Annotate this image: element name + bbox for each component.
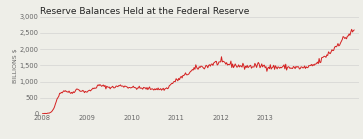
Text: Reserve Balances Held at the Federal Reserve: Reserve Balances Held at the Federal Res… (40, 7, 249, 16)
Y-axis label: BILLIONS $: BILLIONS $ (13, 48, 18, 83)
